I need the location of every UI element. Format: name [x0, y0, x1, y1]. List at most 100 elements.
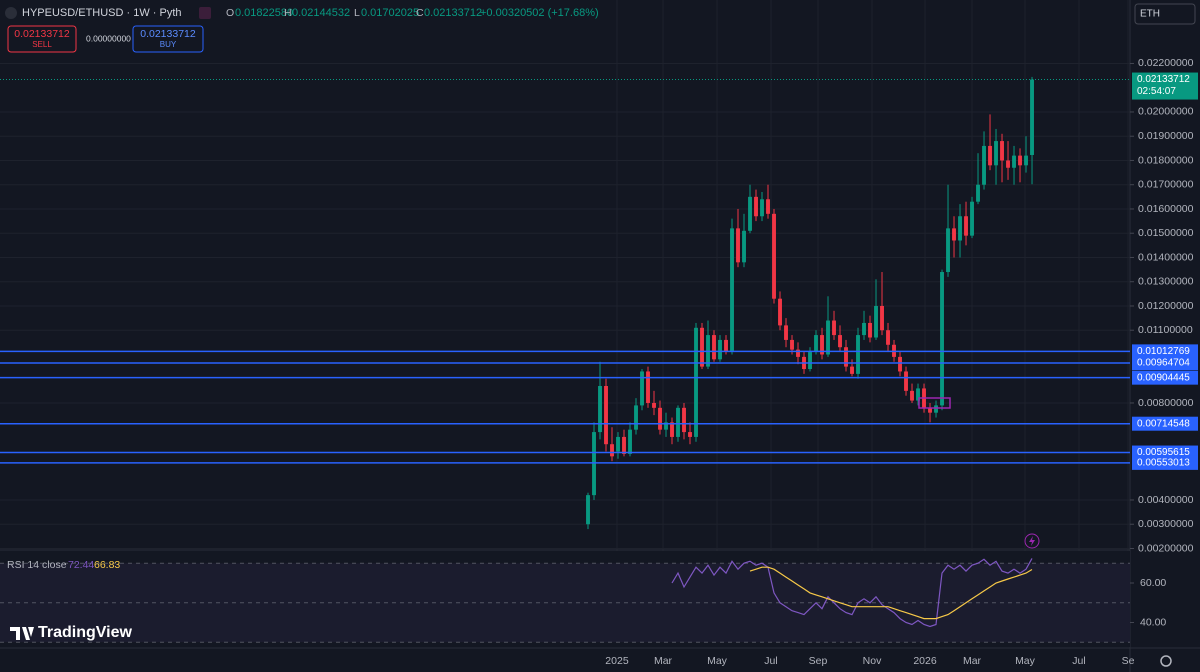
- rsi-pane: [0, 551, 1130, 647]
- open-value: 0.01822580: [235, 7, 293, 19]
- last-price-label: 0.02133712: [1137, 74, 1190, 85]
- rsi-value: 72.44: [68, 559, 94, 571]
- candle-body: [874, 305, 878, 338]
- pyth-icon: [199, 7, 211, 19]
- sell-label: SELL: [32, 40, 52, 49]
- candle-body: [880, 305, 884, 331]
- buy-button[interactable]: [132, 25, 204, 53]
- candle-body: [982, 145, 986, 185]
- y-tick-label: 0.01300000: [1138, 276, 1194, 288]
- symbol[interactable]: HYPEUSD/ETHUSD · 1W · Pyth: [22, 7, 182, 19]
- candle-body: [946, 228, 950, 273]
- spread: 0.00000000: [86, 33, 131, 43]
- level-label: 0.00964704: [1137, 358, 1190, 369]
- y-tick-label: 0.01200000: [1138, 300, 1194, 312]
- candle-body: [766, 199, 770, 214]
- candle-body: [934, 405, 938, 413]
- candle-body: [1018, 155, 1022, 166]
- x-tick-label: Jul: [1072, 655, 1085, 667]
- candle-body: [1030, 79, 1034, 155]
- level-label-bg: [1132, 416, 1198, 431]
- highlight-box: [918, 397, 951, 409]
- currency-box[interactable]: [1134, 3, 1196, 25]
- candle-body: [700, 327, 704, 367]
- candle-body: [1006, 160, 1010, 168]
- change: +0.00320502 (+17.68%): [480, 7, 599, 19]
- candle-body: [694, 327, 698, 437]
- y-tick-label: 40.00: [1140, 616, 1166, 628]
- candle-body: [898, 356, 902, 372]
- y-tick-label: 0.01900000: [1138, 130, 1194, 142]
- close-value: 0.02133712: [424, 7, 482, 19]
- candle-body: [730, 228, 734, 353]
- alert-icon[interactable]: [1024, 533, 1040, 549]
- candle-body: [640, 371, 644, 406]
- buy-label: BUY: [160, 40, 177, 49]
- y-tick-label: 0.01500000: [1138, 227, 1194, 239]
- low-label: L: [354, 7, 360, 19]
- candle-body: [970, 201, 974, 236]
- x-tick-label: Mar: [963, 655, 982, 667]
- candle-body: [628, 429, 632, 454]
- candle-body: [886, 330, 890, 345]
- candle-body: [634, 405, 638, 430]
- candle-body: [994, 141, 998, 166]
- level-label-bg: [1132, 370, 1198, 385]
- sell-button[interactable]: [7, 25, 77, 53]
- x-tick-label: Se: [1122, 655, 1135, 667]
- y-tick-label: 0.01400000: [1138, 251, 1194, 263]
- level-label-bg: [1132, 356, 1198, 371]
- candle-body: [904, 371, 908, 391]
- x-tick-label: Mar: [654, 655, 673, 667]
- candle-body: [838, 335, 842, 348]
- sell-price: 0.02133712: [14, 28, 70, 40]
- candle-body: [808, 352, 812, 370]
- high-label: H: [284, 7, 292, 19]
- candle-body: [754, 196, 758, 217]
- candle-body: [646, 371, 650, 403]
- candle-body: [688, 432, 692, 437]
- brand-logo: [10, 627, 34, 640]
- x-tick-label: May: [1015, 655, 1036, 667]
- candle-body: [790, 339, 794, 350]
- buy-price: 0.02133712: [140, 28, 196, 40]
- candle-body: [652, 402, 656, 408]
- close-label: C: [416, 7, 424, 19]
- y-tick-label: 0.01700000: [1138, 179, 1194, 191]
- candle-body: [910, 390, 914, 401]
- candle-body: [1024, 155, 1028, 166]
- x-tick-label: 2025: [605, 655, 629, 667]
- level-label: 0.00904445: [1137, 372, 1190, 383]
- plot-area: [0, 76, 1130, 643]
- x-tick-label: Jul: [764, 655, 777, 667]
- candle-body: [1012, 155, 1016, 168]
- candle-body: [796, 349, 800, 357]
- candle-body: [760, 199, 764, 217]
- x-tick-label: Sep: [809, 655, 828, 667]
- candle-body: [940, 272, 944, 406]
- candle-body: [658, 407, 662, 430]
- rsi-ma-value: 66.83: [94, 559, 120, 571]
- x-tick-label: 2026: [913, 655, 937, 667]
- candle-body: [928, 407, 932, 413]
- candle-body: [862, 322, 866, 336]
- currency: ETH: [1140, 9, 1160, 20]
- y-tick-label: 0.00200000: [1138, 542, 1194, 554]
- y-tick-label: 0.01100000: [1138, 324, 1193, 336]
- candle-body: [742, 230, 746, 263]
- candle-body: [598, 386, 602, 433]
- x-tick-label: Nov: [863, 655, 882, 667]
- level-label: 0.00595615: [1137, 447, 1190, 458]
- candle-body: [952, 228, 956, 241]
- candle-body: [814, 335, 818, 353]
- candle-body: [784, 325, 788, 340]
- rsi-line: [749, 566, 1033, 620]
- countdown: 02:54:07: [1137, 86, 1176, 97]
- candle-body: [844, 347, 848, 367]
- y-tick-label: 0.00400000: [1138, 494, 1194, 506]
- level-label: 0.00714548: [1137, 418, 1190, 429]
- settings-icon[interactable]: [1160, 655, 1172, 667]
- x-tick-label: May: [707, 655, 728, 667]
- y-tick-label: 0.01600000: [1138, 203, 1194, 215]
- candle-body: [616, 436, 620, 452]
